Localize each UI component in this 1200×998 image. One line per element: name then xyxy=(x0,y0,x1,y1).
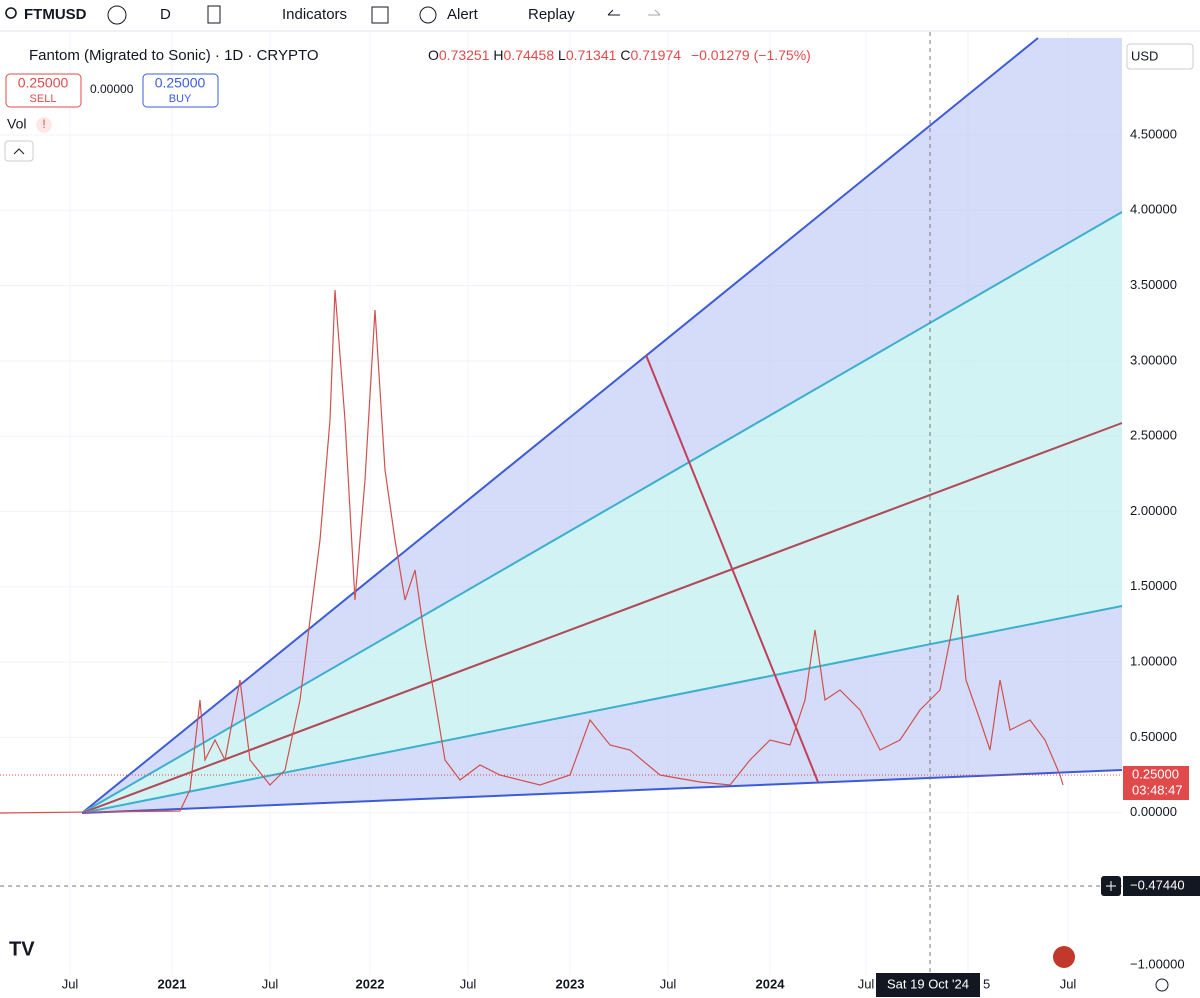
buy-price: 0.25000 xyxy=(155,75,206,91)
time-tick: Jul xyxy=(62,976,79,991)
price-tick: 0.00000 xyxy=(1130,804,1177,819)
time-tick: Jul xyxy=(660,976,677,991)
price-tick: 1.00000 xyxy=(1130,654,1177,669)
crosshair-date-badge xyxy=(876,973,980,997)
settings-icon[interactable] xyxy=(1155,978,1169,992)
chart-type[interactable] xyxy=(207,5,221,24)
spread: 0.00000 xyxy=(90,82,134,96)
price-tick: 4.00000 xyxy=(1130,202,1177,217)
toolbar xyxy=(0,0,1200,31)
sell-label: SELL xyxy=(30,93,57,105)
sell-price: 0.25000 xyxy=(18,75,69,91)
alert-icon[interactable] xyxy=(419,6,437,24)
last-price-badge xyxy=(1123,766,1189,800)
time-tick: Jul xyxy=(858,976,875,991)
price-tick: 2.50000 xyxy=(1130,428,1177,443)
fan-line xyxy=(81,211,1123,814)
price-tick: 2.00000 xyxy=(1130,503,1177,518)
time-tick: Jul xyxy=(460,976,477,991)
fan-zone-outer xyxy=(82,38,1122,813)
price-tick: 0.50000 xyxy=(1130,729,1177,744)
currency: USD xyxy=(1131,48,1158,63)
crosshair-price: −0.47440 xyxy=(1130,877,1185,892)
price-tick: 3.50000 xyxy=(1130,277,1177,292)
layouts[interactable] xyxy=(371,6,389,24)
logo[interactable]: TV xyxy=(9,938,35,960)
add-icon xyxy=(1106,881,1116,891)
legend-title: Fantom (Migrated to Sonic) · 1D · CRYPTO xyxy=(29,47,319,64)
alert[interactable]: Alert xyxy=(447,6,479,23)
vol-warning: ! xyxy=(42,117,45,131)
vol-warning-bg[interactable] xyxy=(36,117,52,133)
ohlc: O0.73251 H0.74458 L0.71341 C0.71974 −0.0… xyxy=(428,47,811,63)
price-tick: 3.00000 xyxy=(1130,352,1177,367)
add-symbol[interactable] xyxy=(107,5,127,25)
time-tick: 2023 xyxy=(556,976,585,991)
symbol[interactable]: FTMUSD xyxy=(24,6,87,23)
search-icon[interactable] xyxy=(5,7,17,19)
time-tick: Jul xyxy=(262,976,279,991)
collapse-button[interactable] xyxy=(4,140,34,162)
countdown: 03:48:47 xyxy=(1132,782,1183,797)
buy-button[interactable] xyxy=(142,73,219,108)
currency-select[interactable] xyxy=(1126,43,1194,70)
replay[interactable]: Replay xyxy=(528,6,575,23)
sell-button[interactable] xyxy=(5,73,82,108)
collapse-icon xyxy=(13,148,25,155)
vol-label: Vol xyxy=(7,116,26,132)
fan-line xyxy=(81,605,1123,814)
crosshair-date: Sat 19 Oct '24 xyxy=(887,976,969,991)
time-tick: 2022 xyxy=(356,976,385,991)
price-tick: 4.50000 xyxy=(1130,126,1177,141)
redo[interactable] xyxy=(648,9,661,16)
fan-line xyxy=(81,422,1123,814)
time-tick: 2021 xyxy=(158,976,187,991)
time-ticks: Jul 2021 Jul 2022 Jul 2023 Jul 2024 Jul Jul xyxy=(62,976,1077,991)
time-tick: Jul xyxy=(1060,976,1077,991)
fan-line xyxy=(81,37,1039,814)
price-tick: 1.50000 xyxy=(1130,578,1177,593)
fan-diagonal xyxy=(645,354,819,783)
time-tick: 5 xyxy=(983,976,990,991)
price-axis xyxy=(1122,32,1200,998)
time-tick: 2024 xyxy=(756,976,786,991)
buy-label: BUY xyxy=(169,93,192,105)
flag-icon[interactable] xyxy=(1053,946,1075,968)
price-ticks: 4.50000 4.00000 3.50000 3.00000 2.50000 2.000… xyxy=(1130,126,1177,819)
price-tick: −1.00000 xyxy=(1130,956,1185,971)
last-price: 0.25000 xyxy=(1132,766,1179,781)
price-trace xyxy=(0,289,1064,814)
crosshair-price-badge xyxy=(1123,876,1200,896)
indicators[interactable]: Indicators xyxy=(282,6,347,23)
interval[interactable]: D xyxy=(160,6,171,23)
undo[interactable] xyxy=(607,9,620,16)
fan-line xyxy=(81,769,1123,814)
